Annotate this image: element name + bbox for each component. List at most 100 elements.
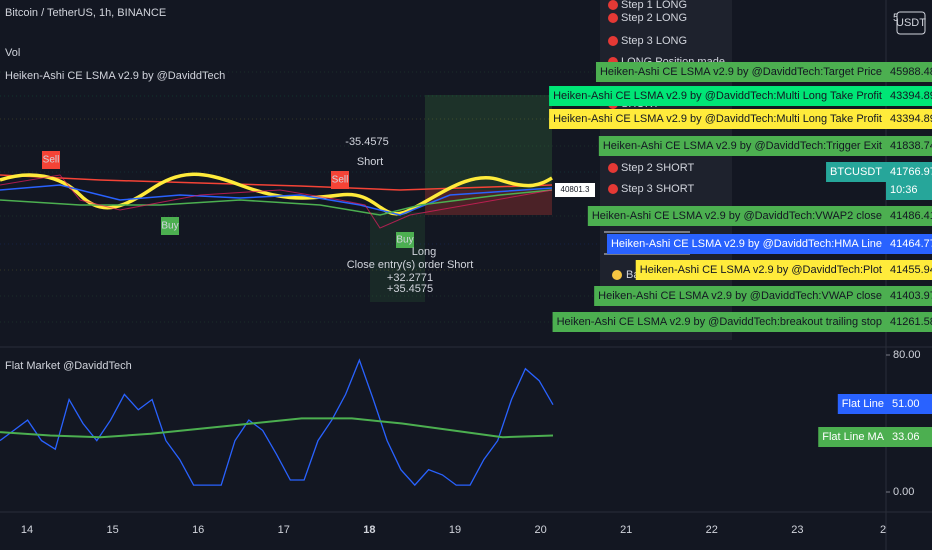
price-value: 41838.74 — [890, 140, 932, 152]
time-label: 17 — [278, 524, 290, 536]
price-value-box — [886, 234, 932, 254]
price-value-box — [886, 312, 932, 332]
price-value: 41403.97 — [890, 290, 932, 302]
price-label-name: Heiken-Ashi CE LSMA v2.9 by @DaviddTech:… — [603, 140, 882, 152]
time-label: 18 — [363, 524, 375, 536]
price-label-box — [635, 260, 886, 280]
short-label: Short — [357, 156, 383, 168]
close-pnl: +32.2771 — [387, 272, 433, 284]
price-label-name: Heiken-Ashi CE LSMA v2.9 by @DaviddTech:… — [598, 290, 882, 302]
profit-zone — [425, 95, 552, 190]
close-pnl: +35.4575 — [387, 283, 433, 295]
price-value: 41455.94 — [890, 264, 932, 276]
time-label: 22 — [706, 524, 718, 536]
legend-name: Flat Line MA — [822, 431, 884, 443]
time-label: 21 — [620, 524, 632, 536]
price-value-box — [886, 286, 932, 306]
sell-label: Sell — [43, 155, 60, 166]
short-pnl: -35.4575 — [345, 136, 388, 148]
time-label: 20 — [534, 524, 546, 536]
volume-label: Vol — [5, 47, 20, 59]
price-label-box — [587, 206, 886, 226]
status-dot — [608, 36, 618, 46]
time-label: 14 — [21, 524, 33, 536]
buy-label: Buy — [161, 221, 178, 232]
scale-digit: 5 — [893, 12, 899, 24]
price-value: 41766.97 — [890, 166, 932, 178]
close-entry-label: Close entry(s) order Short — [347, 259, 474, 271]
y-tick-label: 80.00 — [893, 349, 921, 361]
price-label-name: Heiken-Ashi CE LSMA v2.9 by @DaviddTech:… — [553, 90, 882, 102]
price-value-box — [886, 136, 932, 156]
price-label-box — [549, 109, 886, 129]
price-label-name: Heiken-Ashi CE LSMA v2.9 by @DaviddTech:… — [553, 113, 882, 125]
price-label-box — [594, 286, 886, 306]
currency[interactable]: USDT — [896, 17, 926, 29]
time-label: 19 — [449, 524, 461, 536]
price-label-box — [549, 86, 886, 106]
band-line — [0, 174, 553, 229]
status-dot — [608, 163, 618, 173]
panel-line: Step 1 LONG — [621, 0, 687, 11]
buy-label: Buy — [396, 235, 413, 246]
price-value: 45988.48 — [890, 66, 932, 78]
legend-value: 33.06 — [892, 431, 920, 443]
sell-marker — [42, 151, 60, 169]
price-tag-label: 40801.3 — [561, 185, 590, 194]
sell-label: Sell — [332, 175, 349, 186]
price-value: 43394.89 — [890, 90, 932, 102]
indicator-line — [0, 417, 554, 439]
price-value-box — [886, 109, 932, 129]
price-label-box — [826, 162, 886, 182]
buy-marker — [396, 232, 414, 248]
price-value: 41464.77 — [890, 238, 932, 250]
currency-button[interactable] — [896, 11, 926, 35]
legend-box — [837, 394, 886, 414]
price-label-box — [595, 62, 886, 82]
price-value-box — [886, 206, 932, 226]
price-value-box — [886, 62, 932, 82]
price-label-box — [606, 234, 886, 254]
indicator-title: Flat Market @DaviddTech — [5, 360, 132, 372]
panel-line: Step 2 SHORT — [621, 162, 694, 174]
lsma-line — [0, 172, 553, 216]
panel-line: Step 3 SHORT — [621, 183, 694, 195]
symbol-title: Bitcoin / TetherUS, 1h, BINANCE — [5, 7, 166, 19]
time-label: 2 — [880, 524, 886, 536]
trend-line — [0, 174, 553, 191]
panel-line: Step 2 LONG — [621, 12, 687, 24]
price-value: 43394.89 — [890, 113, 932, 125]
time-label: 23 — [791, 524, 803, 536]
panel-line: Step 3 LONG — [621, 35, 687, 47]
time-label: 15 — [106, 524, 118, 536]
price-label-name: Heiken-Ashi CE LSMA v2.9 by @DaviddTech:… — [611, 238, 882, 250]
time-label: 16 — [192, 524, 204, 536]
indicator-label: Heiken-Ashi CE LSMA v2.9 by @DaviddTech — [5, 70, 225, 82]
sell-marker — [331, 171, 349, 189]
vwap-line — [0, 189, 553, 216]
indicator-line — [0, 358, 554, 487]
price-value-box — [886, 86, 932, 106]
price-label-name: Heiken-Ashi CE LSMA v2.9 by @DaviddTech:… — [592, 210, 882, 222]
price-label-box — [552, 312, 886, 332]
price-label-name: BTCUSDT — [830, 166, 882, 178]
price-value-box — [886, 260, 932, 280]
y-tick-label: 0.00 — [893, 486, 914, 498]
price-label-name: Heiken-Ashi CE LSMA v2.9 by @DaviddTech:… — [640, 264, 882, 276]
price-label-name: Heiken-Ashi CE LSMA v2.9 by @DaviddTech:… — [557, 316, 882, 328]
legend-box — [818, 427, 886, 447]
price-label-name: Heiken-Ashi CE LSMA v2.9 by @DaviddTech:… — [600, 66, 882, 78]
price-label-box — [598, 136, 886, 156]
price-value-box — [886, 162, 932, 200]
legend-value-box — [886, 427, 932, 447]
strategy-panel — [600, 0, 732, 340]
status-dot — [608, 184, 618, 194]
long-label: Long — [412, 246, 436, 258]
price-time: 10:36 — [890, 184, 918, 196]
status-dot — [608, 0, 618, 10]
price-tag — [555, 183, 595, 197]
buy-marker — [161, 217, 179, 235]
status-dot — [612, 270, 622, 280]
legend-value: 51.00 — [892, 398, 920, 410]
